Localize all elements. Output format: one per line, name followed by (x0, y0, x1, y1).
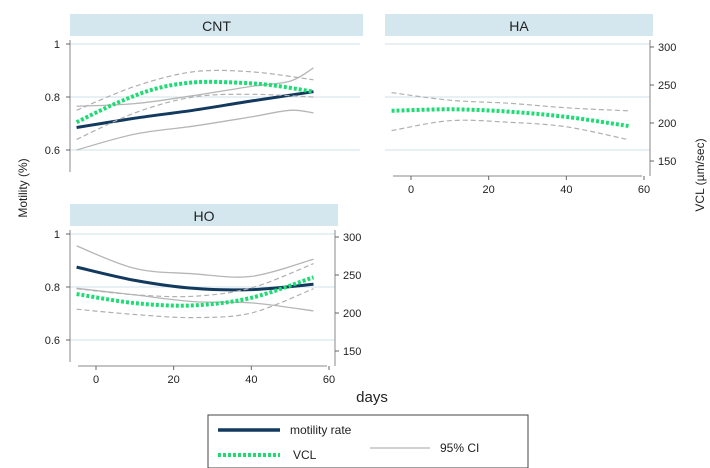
panel-ho: HO 0.6 0.8 1 150 200 250 300 0 20 40 60 (45, 204, 361, 386)
y-tick-label-left: 0.8 (45, 92, 60, 104)
vcl-ci-line (76, 263, 314, 298)
vcl-line (76, 275, 315, 308)
y-axis-label-left: Motility (%) (16, 158, 30, 217)
y-tick-label-right: 200 (658, 118, 676, 130)
y-tick-label-right: 250 (658, 80, 676, 92)
panel-header (385, 14, 653, 36)
vcl-ci-line (391, 119, 629, 141)
panel-title: HA (509, 18, 529, 34)
vcl-ci-line (76, 93, 314, 140)
y-tick-label-left: 1 (54, 229, 60, 241)
vcl-line (75, 79, 314, 125)
y-tick-label-right: 250 (343, 270, 361, 282)
vcl-ci-line (76, 288, 314, 319)
legend-label-ci: 95% CI (440, 441, 479, 455)
x-tick-label: 60 (638, 184, 650, 196)
legend-box (207, 414, 529, 468)
x-tick-label: 0 (408, 184, 414, 196)
x-axis-label: days (356, 389, 388, 406)
vcl-ci-line (76, 69, 314, 111)
panel-header (70, 204, 338, 226)
motility-ci-line (76, 67, 314, 107)
x-tick-label: 20 (168, 374, 180, 386)
legend-label-vcl: VCL (293, 448, 317, 462)
x-tick-label: 20 (483, 184, 495, 196)
motility-ci-line (76, 287, 314, 312)
y-tick-label-right: 150 (343, 346, 361, 358)
x-tick-label: 40 (245, 374, 257, 386)
y-tick-label-right: 200 (343, 308, 361, 320)
x-tick-label: 60 (323, 374, 335, 386)
panel-ha: HA 150 200 250 300 0 20 40 60 (385, 14, 676, 196)
y-axis-label-right: VCL (µm/sec) (693, 138, 707, 211)
panel-header (70, 14, 363, 36)
x-tick-label: 40 (560, 184, 572, 196)
y-tick-label-right: 150 (658, 156, 676, 168)
y-tick-label-left: 0.8 (45, 282, 60, 294)
y-tick-label-left: 0.6 (45, 335, 60, 347)
y-tick-label-left: 1 (54, 39, 60, 51)
y-tick-label-right: 300 (343, 232, 361, 244)
legend-label-motility: motility rate (290, 423, 352, 437)
motility-rate-line (76, 265, 314, 292)
y-tick-label-right: 300 (658, 42, 676, 54)
panel-title: HO (194, 208, 215, 224)
panel-title: CNT (202, 18, 231, 34)
motility-ci-line (76, 245, 314, 278)
legend: motility rate VCL 95% CI (207, 414, 529, 468)
x-tick-label: 0 (93, 374, 99, 386)
panel-cnt: CNT 0.6 0.8 1 (45, 14, 363, 172)
vcl-ci-line (391, 92, 629, 112)
vcl-line (391, 107, 629, 128)
motility-ci-line (76, 109, 314, 151)
y-tick-label-left: 0.6 (45, 145, 60, 157)
